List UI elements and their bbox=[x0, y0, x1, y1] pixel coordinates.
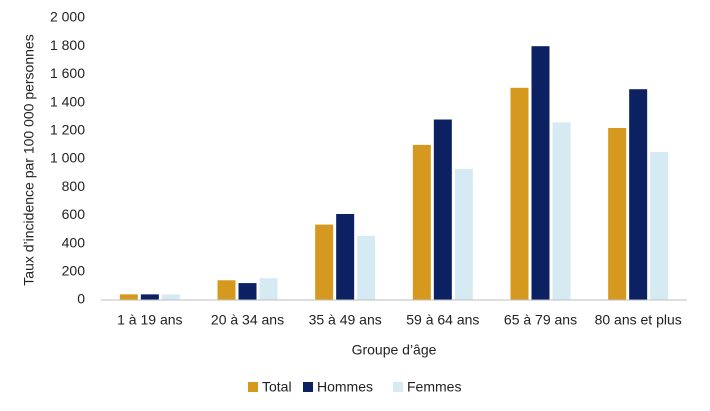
y-tick-label: 1 200 bbox=[50, 122, 85, 138]
bar bbox=[552, 122, 571, 300]
bar bbox=[357, 235, 376, 300]
bar bbox=[454, 168, 473, 300]
bar bbox=[650, 151, 669, 300]
bar bbox=[259, 278, 278, 300]
x-tick-label: 80 ans et plus bbox=[595, 312, 682, 328]
x-axis-title: Groupe d’âge bbox=[352, 342, 437, 358]
bar bbox=[336, 213, 355, 300]
bar bbox=[217, 280, 236, 300]
y-tick-label: 600 bbox=[62, 206, 86, 222]
bar bbox=[629, 89, 648, 300]
y-tick-label: 1 800 bbox=[50, 37, 85, 53]
legend-swatch bbox=[248, 382, 258, 392]
bar bbox=[161, 294, 180, 300]
legend-label: Hommes bbox=[317, 379, 373, 395]
y-tick-label: 800 bbox=[62, 178, 86, 194]
y-axis-title: Taux d’incidence par 100 000 personnes bbox=[21, 34, 37, 285]
bar bbox=[140, 294, 159, 300]
legend-label: Femmes bbox=[407, 379, 461, 395]
bar bbox=[315, 224, 334, 300]
bar bbox=[119, 294, 138, 300]
y-tick-label: 200 bbox=[62, 263, 86, 279]
y-tick-label: 1 400 bbox=[50, 93, 85, 109]
x-tick-label: 59 à 64 ans bbox=[406, 312, 479, 328]
bar bbox=[510, 87, 529, 300]
legend-swatch bbox=[393, 382, 403, 392]
bar bbox=[433, 119, 452, 301]
bar bbox=[608, 127, 627, 300]
y-tick-label: 400 bbox=[62, 234, 86, 250]
x-tick-label: 20 à 34 ans bbox=[211, 312, 284, 328]
bar bbox=[531, 46, 550, 301]
legend-label: Total bbox=[262, 379, 292, 395]
bar bbox=[412, 144, 431, 300]
y-tick-label: 2 000 bbox=[50, 9, 85, 25]
y-tick-label: 1 000 bbox=[50, 150, 85, 166]
x-tick-label: 65 à 79 ans bbox=[504, 312, 577, 328]
legend-swatch bbox=[303, 382, 313, 392]
bar bbox=[238, 283, 257, 300]
y-tick-label: 0 bbox=[77, 291, 85, 307]
x-tick-label: 35 à 49 ans bbox=[309, 312, 382, 328]
y-tick-label: 1 600 bbox=[50, 65, 85, 81]
x-tick-label: 1 à 19 ans bbox=[117, 312, 182, 328]
